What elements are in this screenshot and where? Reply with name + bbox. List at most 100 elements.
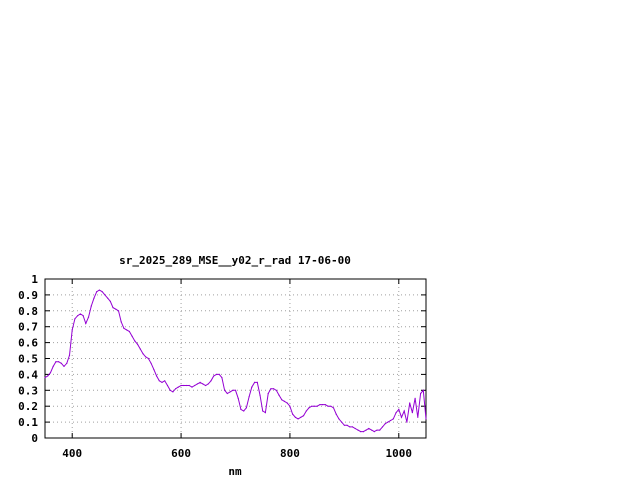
data-point xyxy=(294,416,296,418)
data-point xyxy=(177,386,179,388)
data-point xyxy=(311,405,313,407)
data-point xyxy=(218,373,220,375)
data-point xyxy=(338,418,340,420)
data-point xyxy=(183,384,185,387)
data-point xyxy=(305,410,307,412)
data-point xyxy=(215,373,218,375)
data-point xyxy=(169,389,171,391)
data-point xyxy=(278,394,280,396)
data-point xyxy=(368,427,370,430)
data-point xyxy=(79,313,81,315)
data-point xyxy=(422,389,424,391)
data-point xyxy=(259,394,261,396)
data-point xyxy=(384,423,386,425)
data-point xyxy=(289,405,291,407)
data-point xyxy=(417,416,419,418)
y-axis: 0 0.1 0.2 0.3 0.4 0.5 0.6 0.7 0.8 0.9 1 xyxy=(18,273,426,445)
x-axis: 400 600 800 1000 xyxy=(62,279,412,460)
y-tick-label: 0.8 xyxy=(18,305,38,318)
data-point xyxy=(112,307,114,309)
data-point xyxy=(49,372,52,374)
y-tick-label: 0 xyxy=(31,432,38,445)
data-point xyxy=(147,357,149,360)
data-point xyxy=(58,361,60,363)
data-point xyxy=(330,405,332,407)
data-point xyxy=(153,369,155,371)
chart-title: sr_2025_289_MSE__y02_r_rad 17-06-00 xyxy=(119,254,351,267)
data-point xyxy=(275,389,277,391)
data-point xyxy=(109,300,111,302)
data-point xyxy=(229,391,231,393)
y-tick-label: 0.4 xyxy=(18,368,38,381)
data-point xyxy=(283,400,286,402)
data-point xyxy=(267,392,269,395)
data-point xyxy=(104,294,106,296)
data-point xyxy=(324,404,326,406)
data-point xyxy=(379,429,381,431)
data-point xyxy=(381,426,384,428)
data-point xyxy=(55,361,57,363)
data-point xyxy=(425,418,427,420)
data-point xyxy=(93,297,95,299)
data-point xyxy=(341,421,343,423)
series-line xyxy=(44,289,427,433)
data-point xyxy=(207,383,209,385)
data-point xyxy=(365,429,367,431)
data-point xyxy=(316,405,318,407)
data-point xyxy=(234,389,237,391)
data-point xyxy=(409,402,411,404)
data-point xyxy=(44,377,46,379)
data-point xyxy=(166,384,169,387)
data-point xyxy=(256,381,258,383)
data-point xyxy=(395,412,397,414)
data-point xyxy=(390,419,392,422)
data-point xyxy=(224,389,226,391)
y-tick-label: 0.5 xyxy=(18,353,38,366)
data-point xyxy=(120,321,122,323)
data-point xyxy=(185,384,188,387)
data-point xyxy=(213,375,215,377)
data-point xyxy=(77,315,79,317)
data-point xyxy=(281,399,283,401)
plot-frame xyxy=(44,278,427,439)
x-tick-label: 1000 xyxy=(386,447,413,460)
data-point xyxy=(175,388,177,390)
data-point xyxy=(101,291,103,293)
data-point xyxy=(349,426,351,428)
data-point xyxy=(403,410,405,412)
data-point xyxy=(327,405,329,407)
data-point xyxy=(202,383,204,385)
data-point xyxy=(346,424,348,426)
data-point xyxy=(292,413,294,415)
data-point xyxy=(136,343,139,345)
data-point xyxy=(164,380,166,382)
data-point xyxy=(373,431,375,433)
y-tick-label: 1 xyxy=(31,273,38,286)
data-point xyxy=(332,407,335,409)
data-point xyxy=(158,380,160,382)
data-point xyxy=(156,375,158,377)
data-point xyxy=(60,362,62,364)
data-point xyxy=(134,340,136,342)
data-point xyxy=(232,389,234,391)
data-point xyxy=(322,404,324,406)
data-point xyxy=(297,418,299,420)
data-point xyxy=(248,396,250,398)
data-point xyxy=(387,421,389,423)
x-axis-label: nm xyxy=(228,465,242,478)
data-point xyxy=(71,329,73,331)
data-point xyxy=(319,404,321,406)
data-point xyxy=(398,408,400,410)
data-point xyxy=(126,329,128,331)
data-point xyxy=(286,402,288,404)
data-point xyxy=(240,408,242,410)
data-point xyxy=(237,397,239,399)
data-point xyxy=(302,415,305,417)
data-point xyxy=(392,418,394,420)
data-point xyxy=(90,305,92,307)
y-tick-label: 0.7 xyxy=(18,321,38,334)
data-point xyxy=(161,381,163,383)
data-point xyxy=(273,388,275,390)
data-point xyxy=(107,297,109,299)
